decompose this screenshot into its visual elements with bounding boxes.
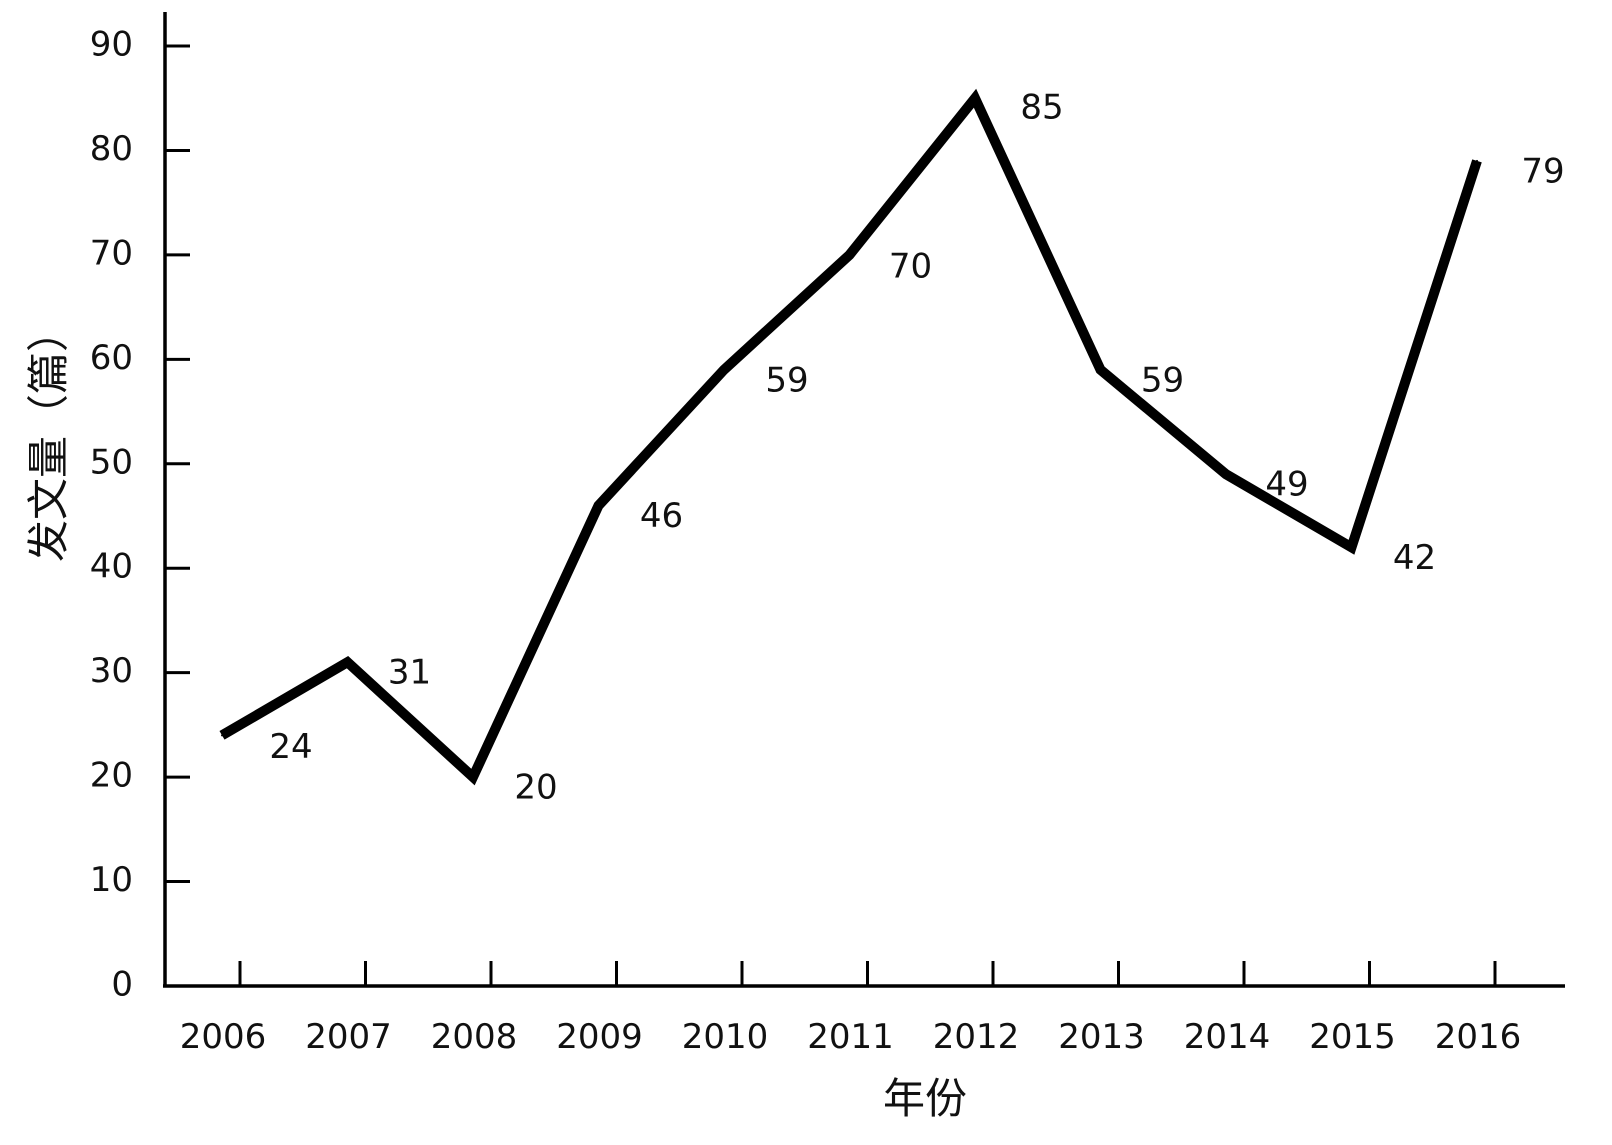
data-point (597, 504, 600, 507)
data-label: 46 (640, 496, 683, 536)
x-tick-label: 2006 (180, 1017, 267, 1057)
y-tick-label: 50 (90, 442, 133, 482)
x-axis-title: 年份 (883, 1074, 967, 1123)
y-axis-ticks: 0 10 20 30 40 50 60 70 80 90 (90, 25, 190, 1005)
x-tick-label: 2009 (556, 1017, 643, 1057)
data-point (1350, 546, 1353, 549)
data-point (1225, 473, 1227, 476)
y-tick-label: 0 (111, 965, 133, 1005)
y-tick-label: 10 (90, 860, 133, 900)
data-label: 59 (1141, 360, 1184, 400)
data-label: 31 (388, 653, 431, 693)
y-axis-title: 发文量（篇） (24, 310, 73, 562)
data-label: 79 (1521, 151, 1564, 191)
data-label: 24 (269, 727, 312, 767)
x-tick-label: 2008 (431, 1017, 518, 1057)
series-group (219, 88, 1482, 786)
data-point (472, 776, 474, 779)
data-point (723, 368, 725, 371)
x-tick-label: 2014 (1184, 1017, 1271, 1057)
data-point (221, 734, 223, 737)
data-label: 59 (765, 360, 808, 400)
y-tick-label: 20 (90, 756, 133, 796)
x-tick-label: 2012 (933, 1017, 1020, 1057)
data-labels: 24 31 20 46 59 70 85 59 49 42 79 (269, 88, 1564, 808)
data-label: 20 (514, 768, 557, 808)
x-axis-ticks: 2006 2007 2008 2009 2010 2011 2012 2013 2014 2015… (180, 961, 1522, 1057)
data-point (1099, 368, 1102, 371)
y-tick-label: 60 (90, 338, 133, 378)
x-tick-label: 2013 (1058, 1017, 1145, 1057)
x-tick-label: 2010 (682, 1017, 769, 1057)
x-tick-label: 2011 (807, 1017, 894, 1057)
x-tick-label: 2007 (305, 1017, 392, 1057)
y-tick-label: 70 (90, 233, 133, 273)
y-tick-label: 40 (90, 547, 133, 587)
x-tick-label: 2016 (1435, 1017, 1522, 1057)
data-point (848, 253, 851, 256)
data-label: 42 (1393, 538, 1436, 578)
data-label: 49 (1265, 465, 1308, 505)
data-point (974, 97, 976, 100)
data-label: 70 (889, 246, 932, 286)
data-point (1476, 159, 1478, 162)
data-label: 85 (1020, 88, 1063, 128)
y-tick-label: 80 (90, 129, 133, 169)
y-tick-label: 30 (90, 651, 133, 691)
y-tick-label: 90 (90, 25, 133, 65)
x-tick-label: 2015 (1309, 1017, 1396, 1057)
data-point (346, 661, 349, 664)
